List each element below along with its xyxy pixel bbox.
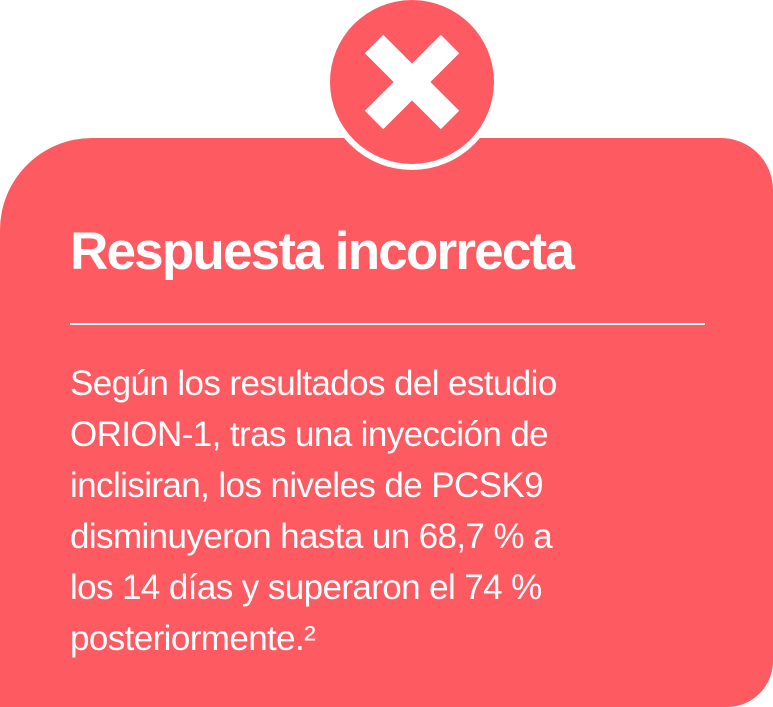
explanation-line: Según los resultados del estudio (70, 364, 557, 403)
feedback-card (0, 138, 773, 707)
explanation-line: inclisiran, los niveles de PCSK9 (70, 466, 544, 505)
explanation-line: los 14 días y superaron el 74 % (70, 568, 542, 607)
incorrect-badge (330, 0, 494, 164)
feedback-title: Respuesta incorrecta (70, 222, 575, 281)
feedback-explanation: Según los resultados del estudio ORION-1… (70, 358, 720, 664)
explanation-line: ORION-1, tras una inyección de (70, 415, 549, 454)
title-divider (70, 323, 705, 325)
explanation-line: disminuyeron hasta un 68,7 % a (70, 517, 553, 556)
explanation-line: posteriormente.² (70, 619, 316, 658)
close-x-icon (364, 34, 460, 130)
